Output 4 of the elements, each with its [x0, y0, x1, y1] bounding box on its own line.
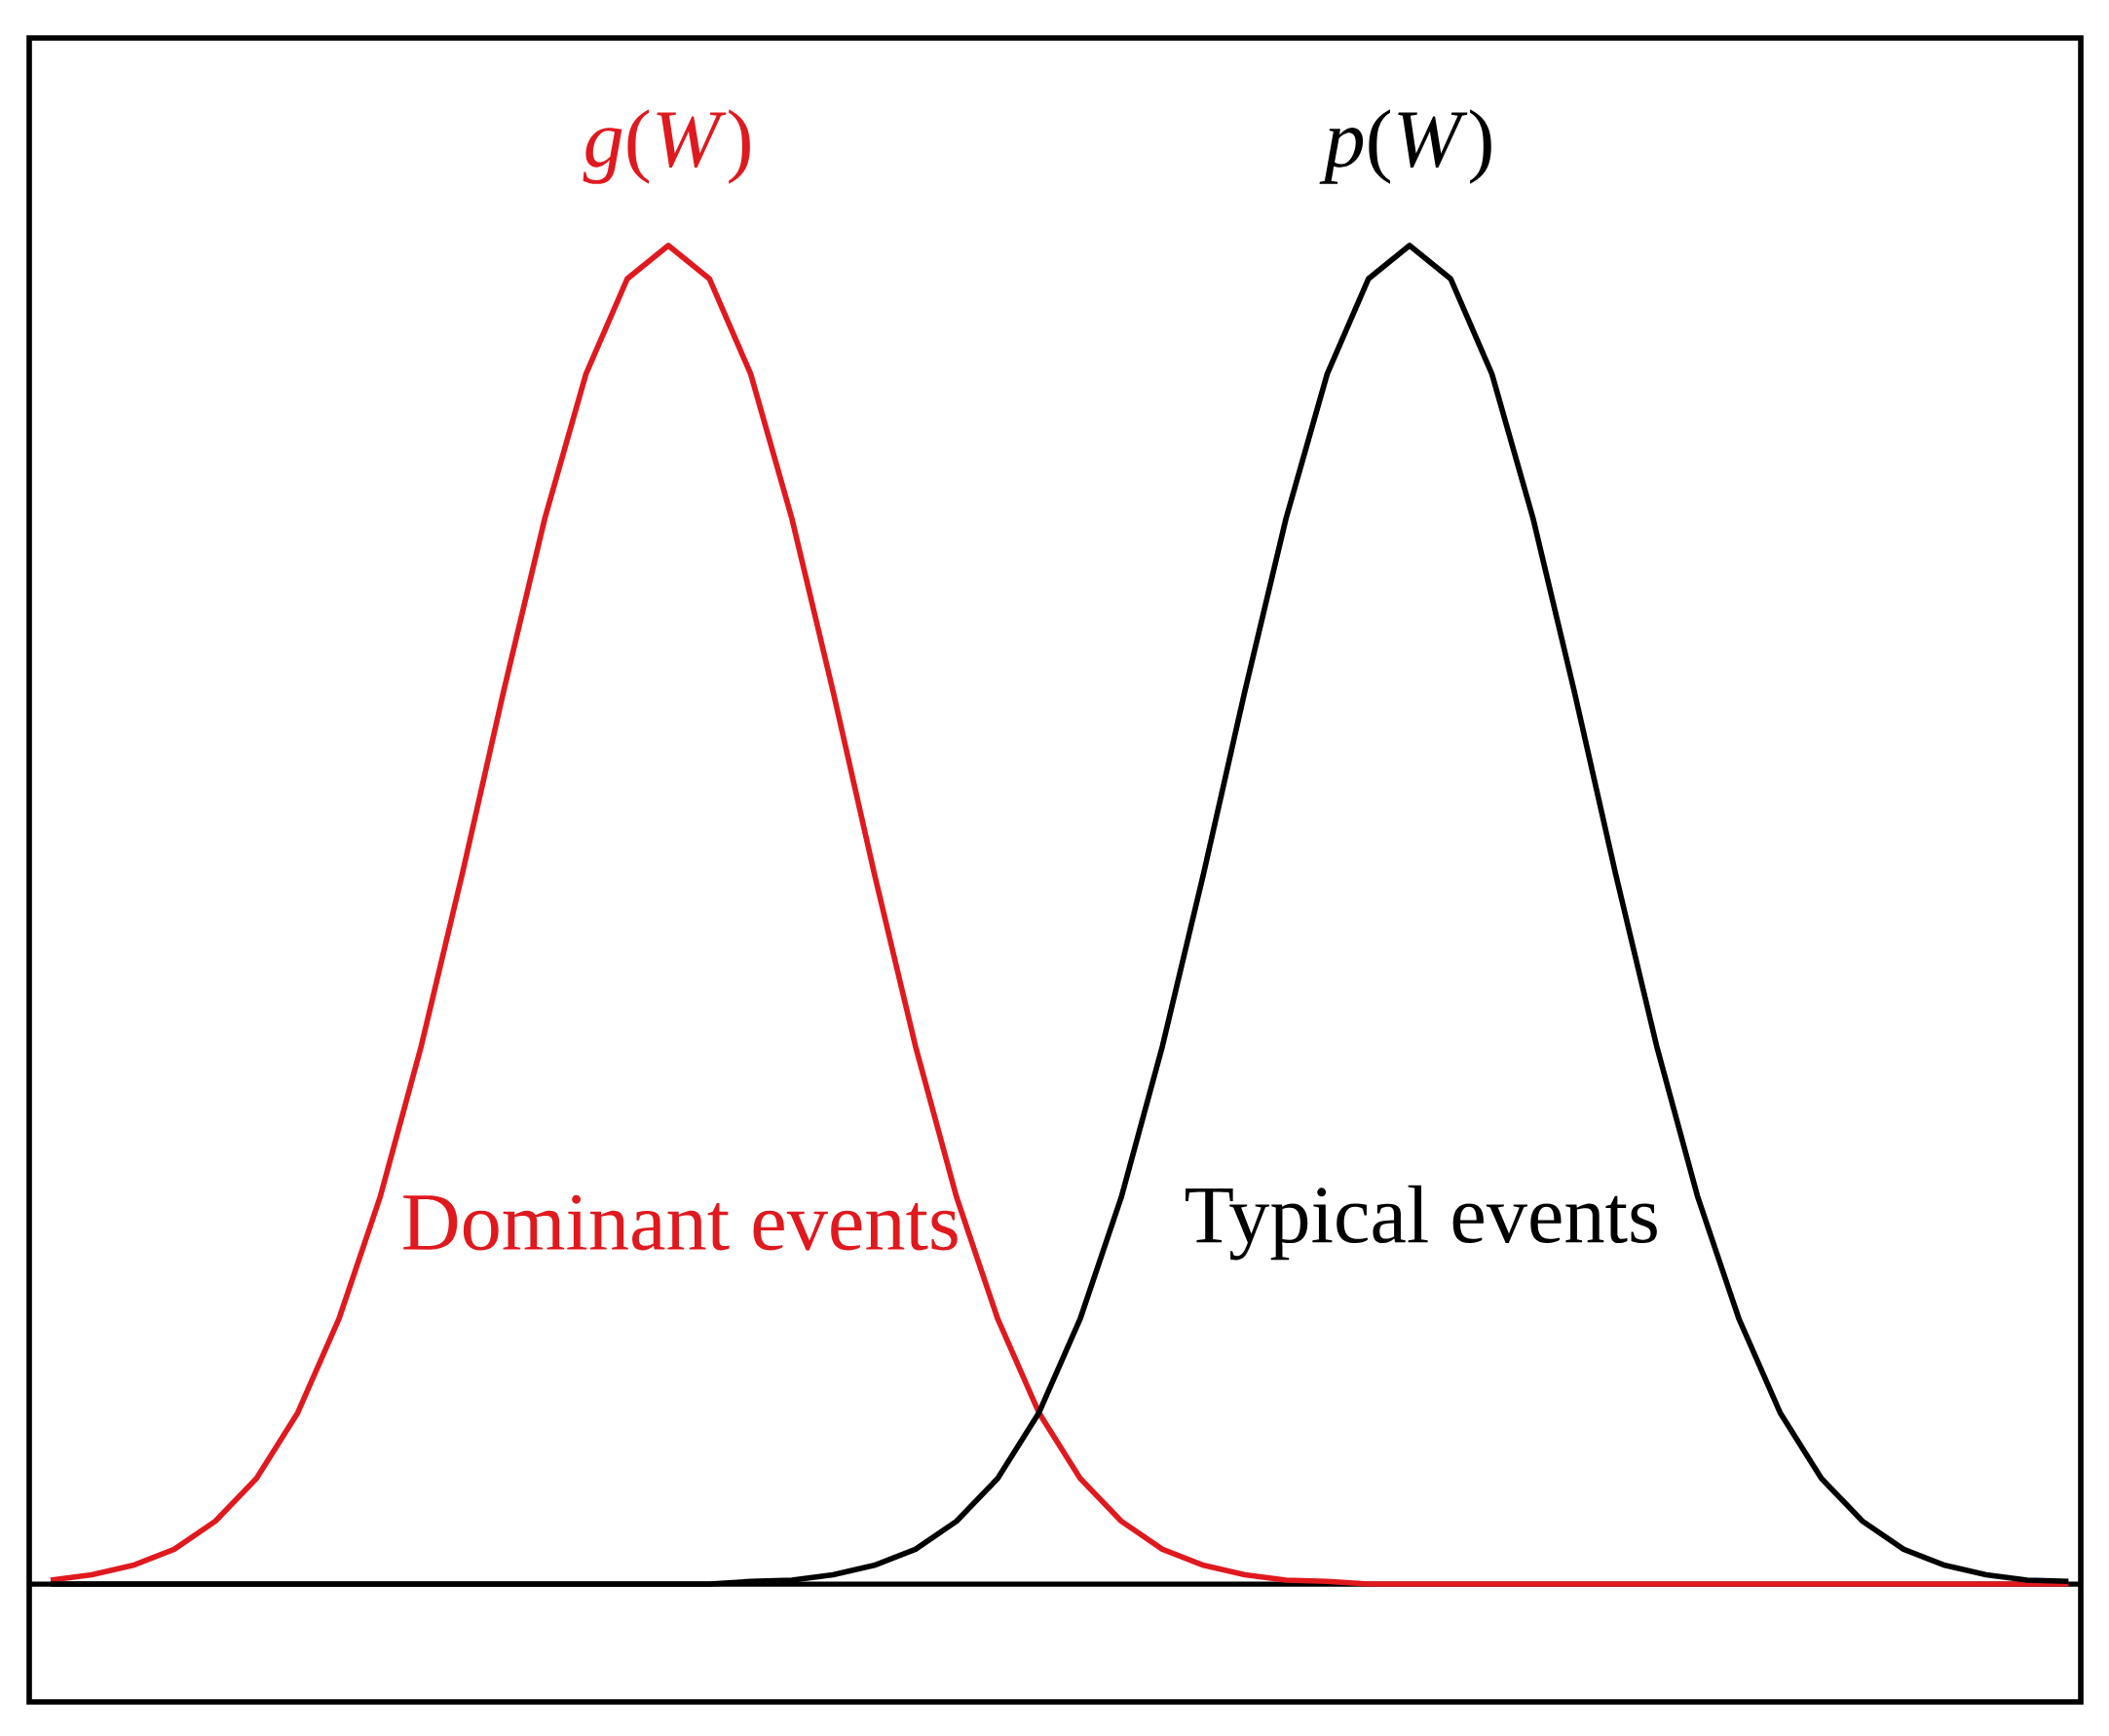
annotation: Dominant events [403, 1194, 958, 1251]
series-label: p(W) [1319, 109, 1491, 184]
annotation: Typical events [1186, 1185, 1657, 1261]
series-label: g(W) [583, 109, 750, 184]
